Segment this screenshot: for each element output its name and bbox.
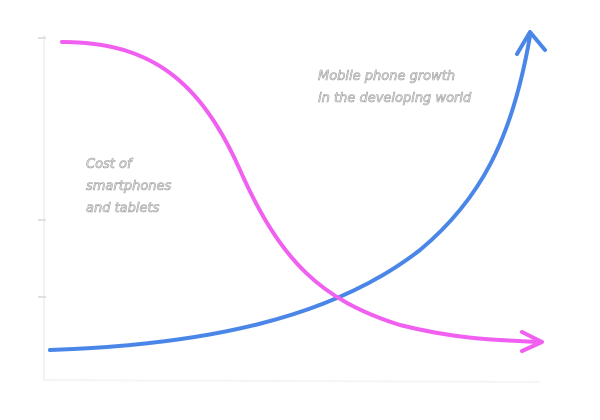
growth-arrowhead [515, 30, 547, 56]
cost-arrowhead [520, 330, 544, 353]
annotation-line: in the developing world [318, 91, 472, 106]
annotation-line: Cost of [86, 157, 134, 172]
annotation-line: Mobile phone growth [318, 69, 455, 84]
x-axis [43, 379, 541, 383]
annotation-line: smartphones [86, 179, 172, 194]
annotation-line: and tablets [86, 201, 160, 216]
growth-curve [48, 34, 532, 352]
cost-curve [60, 40, 542, 344]
